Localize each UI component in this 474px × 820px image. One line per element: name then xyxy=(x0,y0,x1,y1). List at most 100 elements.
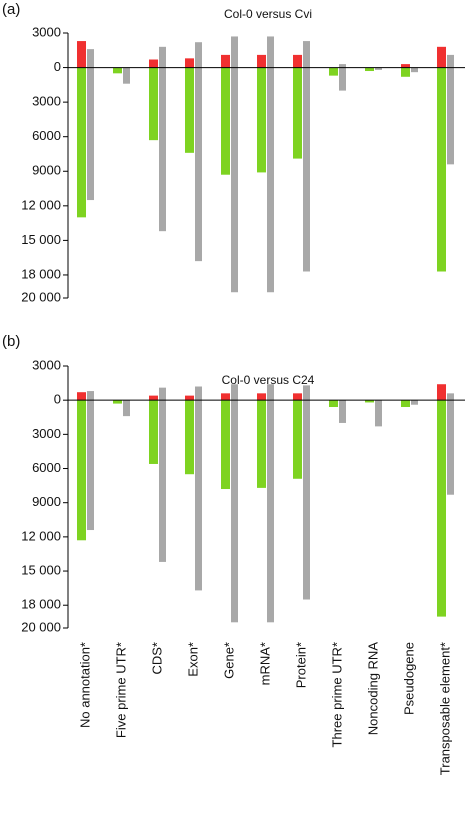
bar xyxy=(123,67,130,84)
y-tick-label: 20 000 xyxy=(21,619,61,634)
bar xyxy=(447,54,454,68)
chart-title: Col-0 versus Cvi xyxy=(224,7,312,21)
bar xyxy=(447,67,454,165)
bar xyxy=(77,400,86,541)
bar xyxy=(185,58,194,68)
y-tick-label: 3000 xyxy=(32,357,61,372)
bar xyxy=(87,67,94,201)
chart-title: Col-0 versus C24 xyxy=(222,373,315,387)
bar xyxy=(437,46,446,68)
bar xyxy=(447,393,454,401)
bar xyxy=(231,36,238,68)
bar xyxy=(123,400,130,417)
bar xyxy=(195,67,202,262)
bar xyxy=(365,67,374,72)
bar xyxy=(411,400,418,405)
bar xyxy=(303,41,310,68)
bar xyxy=(401,64,410,68)
bar xyxy=(375,67,382,70)
bar xyxy=(411,67,418,73)
x-tick-label: Gene* xyxy=(221,642,236,679)
bar xyxy=(77,392,86,401)
bar xyxy=(401,400,410,408)
bar xyxy=(447,400,454,495)
panel-label: (a) xyxy=(2,1,20,18)
bar xyxy=(113,67,122,74)
bar xyxy=(159,67,166,232)
x-tick-label: Three prime UTR* xyxy=(329,642,344,747)
bar xyxy=(221,67,230,175)
y-tick-label: 20 000 xyxy=(21,289,61,304)
y-tick-label: 0 xyxy=(54,392,61,407)
bar xyxy=(149,67,158,141)
bar xyxy=(195,42,202,68)
bar xyxy=(437,400,446,617)
bar xyxy=(303,67,310,272)
y-tick-label: 0 xyxy=(54,59,61,74)
y-tick-label: 12 000 xyxy=(21,528,61,543)
y-tick-label: 18 000 xyxy=(21,266,61,281)
y-tick-label: 12 000 xyxy=(21,197,61,212)
bar xyxy=(257,54,266,68)
panel-label: (b) xyxy=(2,333,20,350)
y-tick-label: 18 000 xyxy=(21,597,61,612)
bar xyxy=(87,391,94,401)
bar xyxy=(267,36,274,68)
y-tick-label: 15 000 xyxy=(21,232,61,247)
bar xyxy=(329,400,338,408)
bar xyxy=(267,67,274,293)
x-tick-label: No annotation* xyxy=(77,642,92,728)
bar xyxy=(437,67,446,272)
bar xyxy=(303,400,310,600)
bar xyxy=(293,54,302,68)
x-tick-label: Protein* xyxy=(293,642,308,688)
x-tick-label: Exon* xyxy=(185,642,200,677)
bar xyxy=(339,400,346,423)
y-tick-label: 6000 xyxy=(32,460,61,475)
bar xyxy=(185,395,194,401)
bar xyxy=(257,400,266,488)
x-tick-label: Five prime UTR* xyxy=(113,642,128,738)
y-tick-label: 3000 xyxy=(32,24,61,39)
bar xyxy=(159,46,166,68)
bar xyxy=(231,384,238,401)
bar xyxy=(339,67,346,91)
bar xyxy=(231,400,238,623)
y-tick-label: 3000 xyxy=(32,94,61,109)
bar xyxy=(375,400,382,427)
bar xyxy=(221,400,230,490)
bar xyxy=(437,384,446,401)
x-tick-label: Noncoding RNA xyxy=(365,642,380,736)
bar xyxy=(77,67,86,218)
y-tick-label: 6000 xyxy=(32,128,61,143)
bar xyxy=(267,400,274,623)
bar xyxy=(149,400,158,464)
bar xyxy=(87,49,94,68)
bar xyxy=(159,400,166,562)
x-tick-label: Pseudogene xyxy=(401,642,416,715)
x-tick-label: Transposable element* xyxy=(437,642,452,775)
bar xyxy=(221,393,230,401)
bar xyxy=(339,64,346,68)
bar xyxy=(185,400,194,475)
bar xyxy=(365,400,374,403)
bar xyxy=(293,393,302,401)
bar xyxy=(149,395,158,401)
x-tick-label: mRNA* xyxy=(257,642,272,685)
bar xyxy=(303,385,310,401)
y-tick-label: 3000 xyxy=(32,426,61,441)
bar xyxy=(267,384,274,401)
bar xyxy=(329,67,338,76)
bar xyxy=(293,400,302,479)
bar xyxy=(185,67,194,153)
bar xyxy=(221,54,230,68)
bar xyxy=(87,400,94,531)
y-tick-label: 9000 xyxy=(32,163,61,178)
bar xyxy=(257,67,266,173)
bar xyxy=(231,67,238,293)
y-tick-label: 15 000 xyxy=(21,562,61,577)
y-tick-label: 9000 xyxy=(32,494,61,509)
bar xyxy=(195,400,202,591)
bar xyxy=(113,400,122,404)
